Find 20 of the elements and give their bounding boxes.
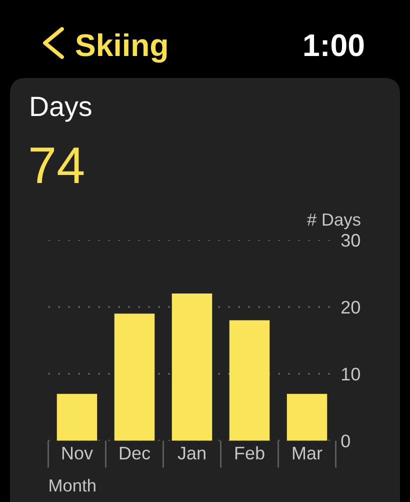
y-tick-label: 30	[341, 234, 360, 247]
text: Skiing	[76, 33, 167, 63]
bar	[286, 394, 328, 441]
x-tick-label: Mar	[292, 446, 322, 460]
text: 1:00	[304, 34, 364, 56]
bar	[56, 394, 98, 441]
bar	[229, 320, 270, 441]
y-tick-label: 20	[342, 300, 360, 314]
x-tick-label: Dec	[120, 446, 150, 460]
x-tick-label: Jan	[178, 446, 206, 460]
x-tick-label: Feb	[235, 446, 264, 460]
bar	[114, 314, 155, 441]
y-tick-label: 0	[341, 434, 350, 448]
x-tick-label: Nov	[62, 446, 93, 460]
bar	[172, 294, 212, 441]
x-axis-title: Month	[50, 478, 96, 492]
chart-title: Days	[31, 96, 92, 122]
y-tick-label: 10	[342, 368, 360, 381]
y-axis-title: # Days	[307, 214, 360, 230]
chart-subtitle: 74	[30, 148, 84, 183]
